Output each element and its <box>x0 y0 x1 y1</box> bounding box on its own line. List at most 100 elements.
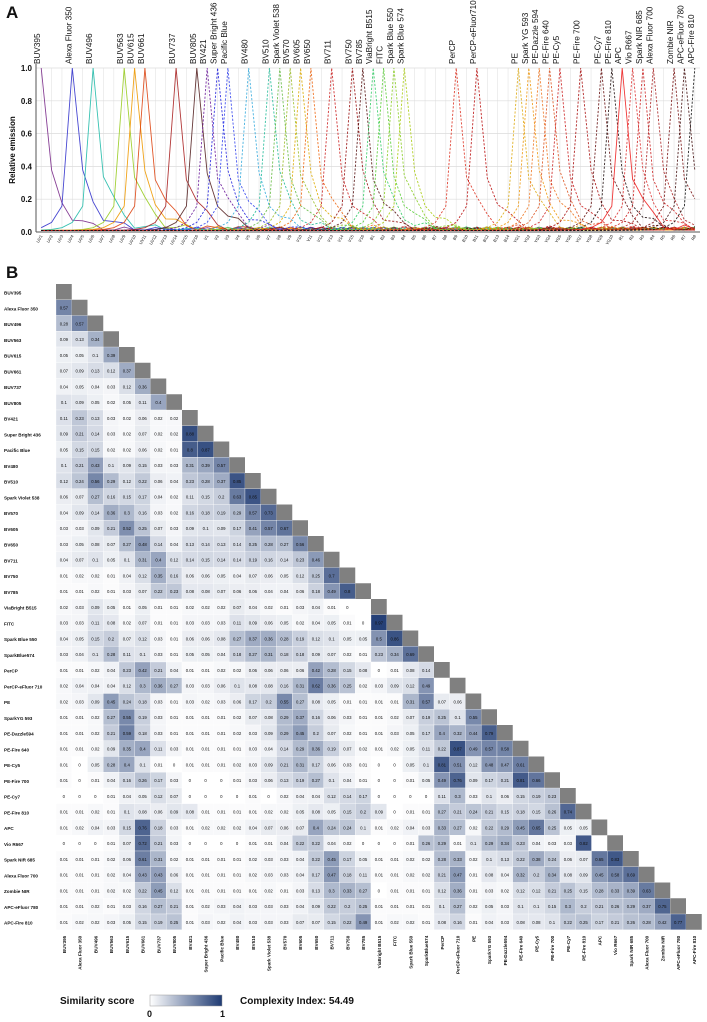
cell-value: 0.02 <box>469 825 478 830</box>
cell-value: 0.05 <box>217 573 226 578</box>
cell-value: 0.02 <box>91 668 100 673</box>
cell-value: 0.03 <box>107 384 116 389</box>
cell-value: 0 <box>189 778 192 783</box>
cell-value: 0.03 <box>60 542 69 547</box>
cell-value: 0.06 <box>60 495 69 500</box>
cell-value: 0.15 <box>123 495 132 500</box>
cell-value: 0.21 <box>107 731 116 736</box>
cell-value: 0.48 <box>485 762 494 767</box>
cell-value: 0.1 <box>234 684 241 689</box>
diagonal-cell <box>87 315 104 332</box>
cell-value: 0.1 <box>423 762 430 767</box>
x-tick-label: YG1 <box>512 233 521 243</box>
cell-value: 0.37 <box>296 715 305 720</box>
x-tick-label: UV12 <box>148 233 158 245</box>
cell-value: 0.13 <box>91 416 100 421</box>
cell-value: 0.08 <box>406 668 415 673</box>
cell-value: 0 <box>204 841 207 846</box>
cell-value: 0.1 <box>486 794 493 799</box>
cell-value: 0.02 <box>422 873 431 878</box>
cell-value: 0.1 <box>455 715 462 720</box>
cell-value: 0.1 <box>518 904 525 909</box>
cell-value: 0.01 <box>91 873 100 878</box>
cell-value: 0.33 <box>438 825 447 830</box>
cell-value: 0.05 <box>123 400 132 405</box>
cell-value: 0.04 <box>91 825 100 830</box>
cell-value: 0.09 <box>264 762 273 767</box>
cell-value: 0.21 <box>75 463 84 468</box>
cell-value: 0 <box>378 762 381 767</box>
cell-value: 0.36 <box>453 888 462 893</box>
cell-value: 0.01 <box>186 888 195 893</box>
cell-value: 0.1 <box>203 526 210 531</box>
cell-value: 0.05 <box>60 447 69 452</box>
cell-value: 0.14 <box>186 558 195 563</box>
cell-value: 0.01 <box>91 857 100 862</box>
cell-value: 0.31 <box>264 652 273 657</box>
cell-value: 0.23 <box>186 479 195 484</box>
cell-value: 0.21 <box>453 810 462 815</box>
cell-value: 0.18 <box>201 510 210 515</box>
x-tick-label: B4 <box>400 233 407 241</box>
series-label: BV421 <box>199 39 208 64</box>
cell-value: 0.08 <box>438 920 447 925</box>
cell-value: 0.16 <box>138 510 147 515</box>
series-label: BV510 <box>261 39 270 64</box>
cell-value: 0.21 <box>170 904 179 909</box>
cell-value: 0.06 <box>453 699 462 704</box>
cell-value: 0.03 <box>75 621 84 626</box>
cell-value: 0.01 <box>343 621 352 626</box>
cell-value: 0.02 <box>469 904 478 909</box>
cell-value: 0.01 <box>201 747 210 752</box>
x-tick-label: YG8 <box>585 233 594 243</box>
cell-value: 0.03 <box>249 778 258 783</box>
cell-value: 0.05 <box>107 558 116 563</box>
cell-value: 0.06 <box>501 794 510 799</box>
diagonal-cell <box>434 662 450 678</box>
cell-value: 0.01 <box>375 731 384 736</box>
x-tick-label: YG7 <box>575 233 584 243</box>
diagonal-cell <box>654 882 671 899</box>
cell-value: 0.28 <box>280 636 289 641</box>
cell-value: 0.07 <box>170 794 179 799</box>
cell-value: 0.01 <box>170 447 179 452</box>
cell-value: 0.3 <box>565 904 572 909</box>
cell-value: 0.12 <box>60 479 69 484</box>
cell-value: 0.14 <box>233 542 242 547</box>
cell-value: 0.21 <box>485 810 494 815</box>
cell-value: 0.11 <box>186 495 195 500</box>
cell-value: 0.24 <box>469 810 478 815</box>
cell-value: 0.24 <box>123 699 132 704</box>
series-label: Spark Violet 538 <box>272 4 281 64</box>
cell-value: 0.28 <box>642 920 651 925</box>
row-label: SparkYG 593 <box>4 716 33 721</box>
cell-value: 0.01 <box>249 841 258 846</box>
cell-value: 0.09 <box>91 699 100 704</box>
cell-value: 0.01 <box>91 888 100 893</box>
cell-value: 0.05 <box>579 825 588 830</box>
cell-value: 0.02 <box>170 432 179 437</box>
cell-value: 0 <box>425 794 428 799</box>
row-label: APC-eFluor 780 <box>4 905 39 910</box>
cell-value: 0.02 <box>217 668 226 673</box>
diagonal-cell <box>402 630 419 647</box>
cell-value: 0.29 <box>296 747 305 752</box>
cell-value: 0.02 <box>75 920 84 925</box>
diagonal-cell <box>512 740 529 757</box>
cell-value: 0 <box>189 794 192 799</box>
row-label: BV480 <box>4 464 18 469</box>
cell-value: 0.11 <box>91 621 100 626</box>
y-tick-label: 1.0 <box>21 64 33 73</box>
cell-value: 0.02 <box>233 668 242 673</box>
column-label: BUV661 <box>141 935 146 953</box>
cell-value: 0.03 <box>469 794 478 799</box>
cell-value: 0.06 <box>327 762 336 767</box>
cell-value: 0.03 <box>217 904 226 909</box>
cell-value: 0.08 <box>201 589 210 594</box>
cell-value: 0.16 <box>453 920 462 925</box>
cell-value: 0.28 <box>264 542 273 547</box>
x-tick-label: R6 <box>669 233 676 241</box>
cell-value: 0.27 <box>312 778 321 783</box>
column-label: BV750 <box>345 935 350 949</box>
cell-value: 0.07 <box>327 652 336 657</box>
